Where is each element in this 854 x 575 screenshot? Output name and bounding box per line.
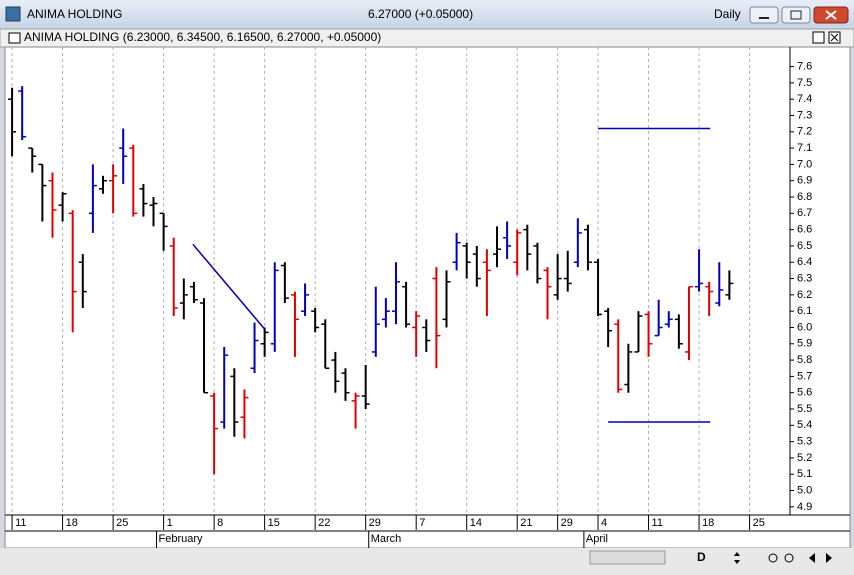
y-tick-label: 6.6 [797,224,812,236]
y-tick-label: 5.4 [797,419,812,431]
chart-title: ANIMA HOLDING (6.23000, 6.34500, 6.16500… [24,30,381,44]
y-tick-label: 5.3 [797,436,812,448]
y-tick-label: 5.8 [797,354,812,366]
x-tick-label: 29 [369,517,381,529]
y-tick-label: 7.3 [797,109,812,121]
y-tick-label: 7.2 [797,126,812,138]
y-tick-label: 5.2 [797,452,812,464]
zoom-in-icon[interactable] [784,553,794,563]
y-tick-label: 6.7 [797,207,812,219]
y-tick-label: 7.0 [797,158,812,170]
y-tick-label: 6.1 [797,305,812,317]
window-quote: 6.27000 (+0.05000) [368,7,473,21]
bottom-toolbar [0,548,854,575]
restore-button[interactable] [812,31,825,44]
y-tick-label: 6.5 [797,240,812,252]
chart-icon [8,32,21,44]
month-label: March [371,533,402,545]
y-tick-label: 5.6 [797,387,812,399]
y-tick-label: 6.8 [797,191,812,203]
x-tick-label: 1 [167,517,173,529]
x-tick-label: 7 [419,517,425,529]
scrollbar-thumb[interactable] [589,550,666,565]
x-tick-label: 22 [318,517,330,529]
maximize-button[interactable] [781,6,811,24]
period-button[interactable]: D [697,550,706,564]
x-tick-label: 25 [116,517,128,529]
app-icon [5,6,21,22]
y-tick-label: 5.5 [797,403,812,415]
x-tick-label: 14 [470,517,482,529]
chart-legend-values: (6.23000, 6.34500, 6.16500, 6.27000, +0.… [123,30,382,44]
chart-panel [4,46,851,549]
zoom-icon[interactable] [734,552,740,564]
window-title: ANIMA HOLDING [27,7,122,21]
y-tick-label: 7.4 [797,93,812,105]
plot: 7.6 7.5 7.4 7.3 7.2 7.1 7.0 6.9 6.8 6.7 6.6 6.5 6.4 6… [8,47,812,548]
y-tick-label: 6.0 [797,321,812,333]
y-tick-label: 6.9 [797,175,812,187]
y-tick-label: 5.1 [797,468,812,480]
y-tick-label: 6.2 [797,289,812,301]
x-tick-label: 15 [268,517,280,529]
trend-line [192,243,266,330]
y-tick-label: 6.3 [797,272,812,284]
month-label: April [586,533,608,545]
x-tick-label: 29 [561,517,573,529]
x-tick-label: 25 [753,517,765,529]
scroll-left[interactable] [809,553,815,563]
y-tick-label: 7.1 [797,142,812,154]
chart-title-name: ANIMA HOLDING [24,30,119,44]
x-tick-label: 18 [66,517,78,529]
scroll-right[interactable] [826,553,832,563]
period-label: Daily [714,7,741,21]
x-tick-label: 4 [601,517,607,529]
y-tick-label: 7.6 [797,60,812,72]
x-tick-label: 21 [520,517,532,529]
x-tick-label: 8 [217,517,223,529]
y-tick-label: 5.9 [797,338,812,350]
y-tick-label: 5.0 [797,484,812,496]
y-tick-label: 4.9 [797,501,812,513]
x-tick-label: 11 [15,517,26,529]
month-label: February [159,533,204,545]
y-tick-label: 7.5 [797,77,812,89]
zoom-out-icon[interactable] [768,553,778,563]
minimize-button[interactable] [749,6,779,24]
y-tick-label: 6.4 [797,256,812,268]
y-tick-label: 5.7 [797,370,812,382]
title-bar [0,0,854,29]
x-tick-label: 18 [702,517,714,529]
x-tick-label: 11 [652,517,663,529]
